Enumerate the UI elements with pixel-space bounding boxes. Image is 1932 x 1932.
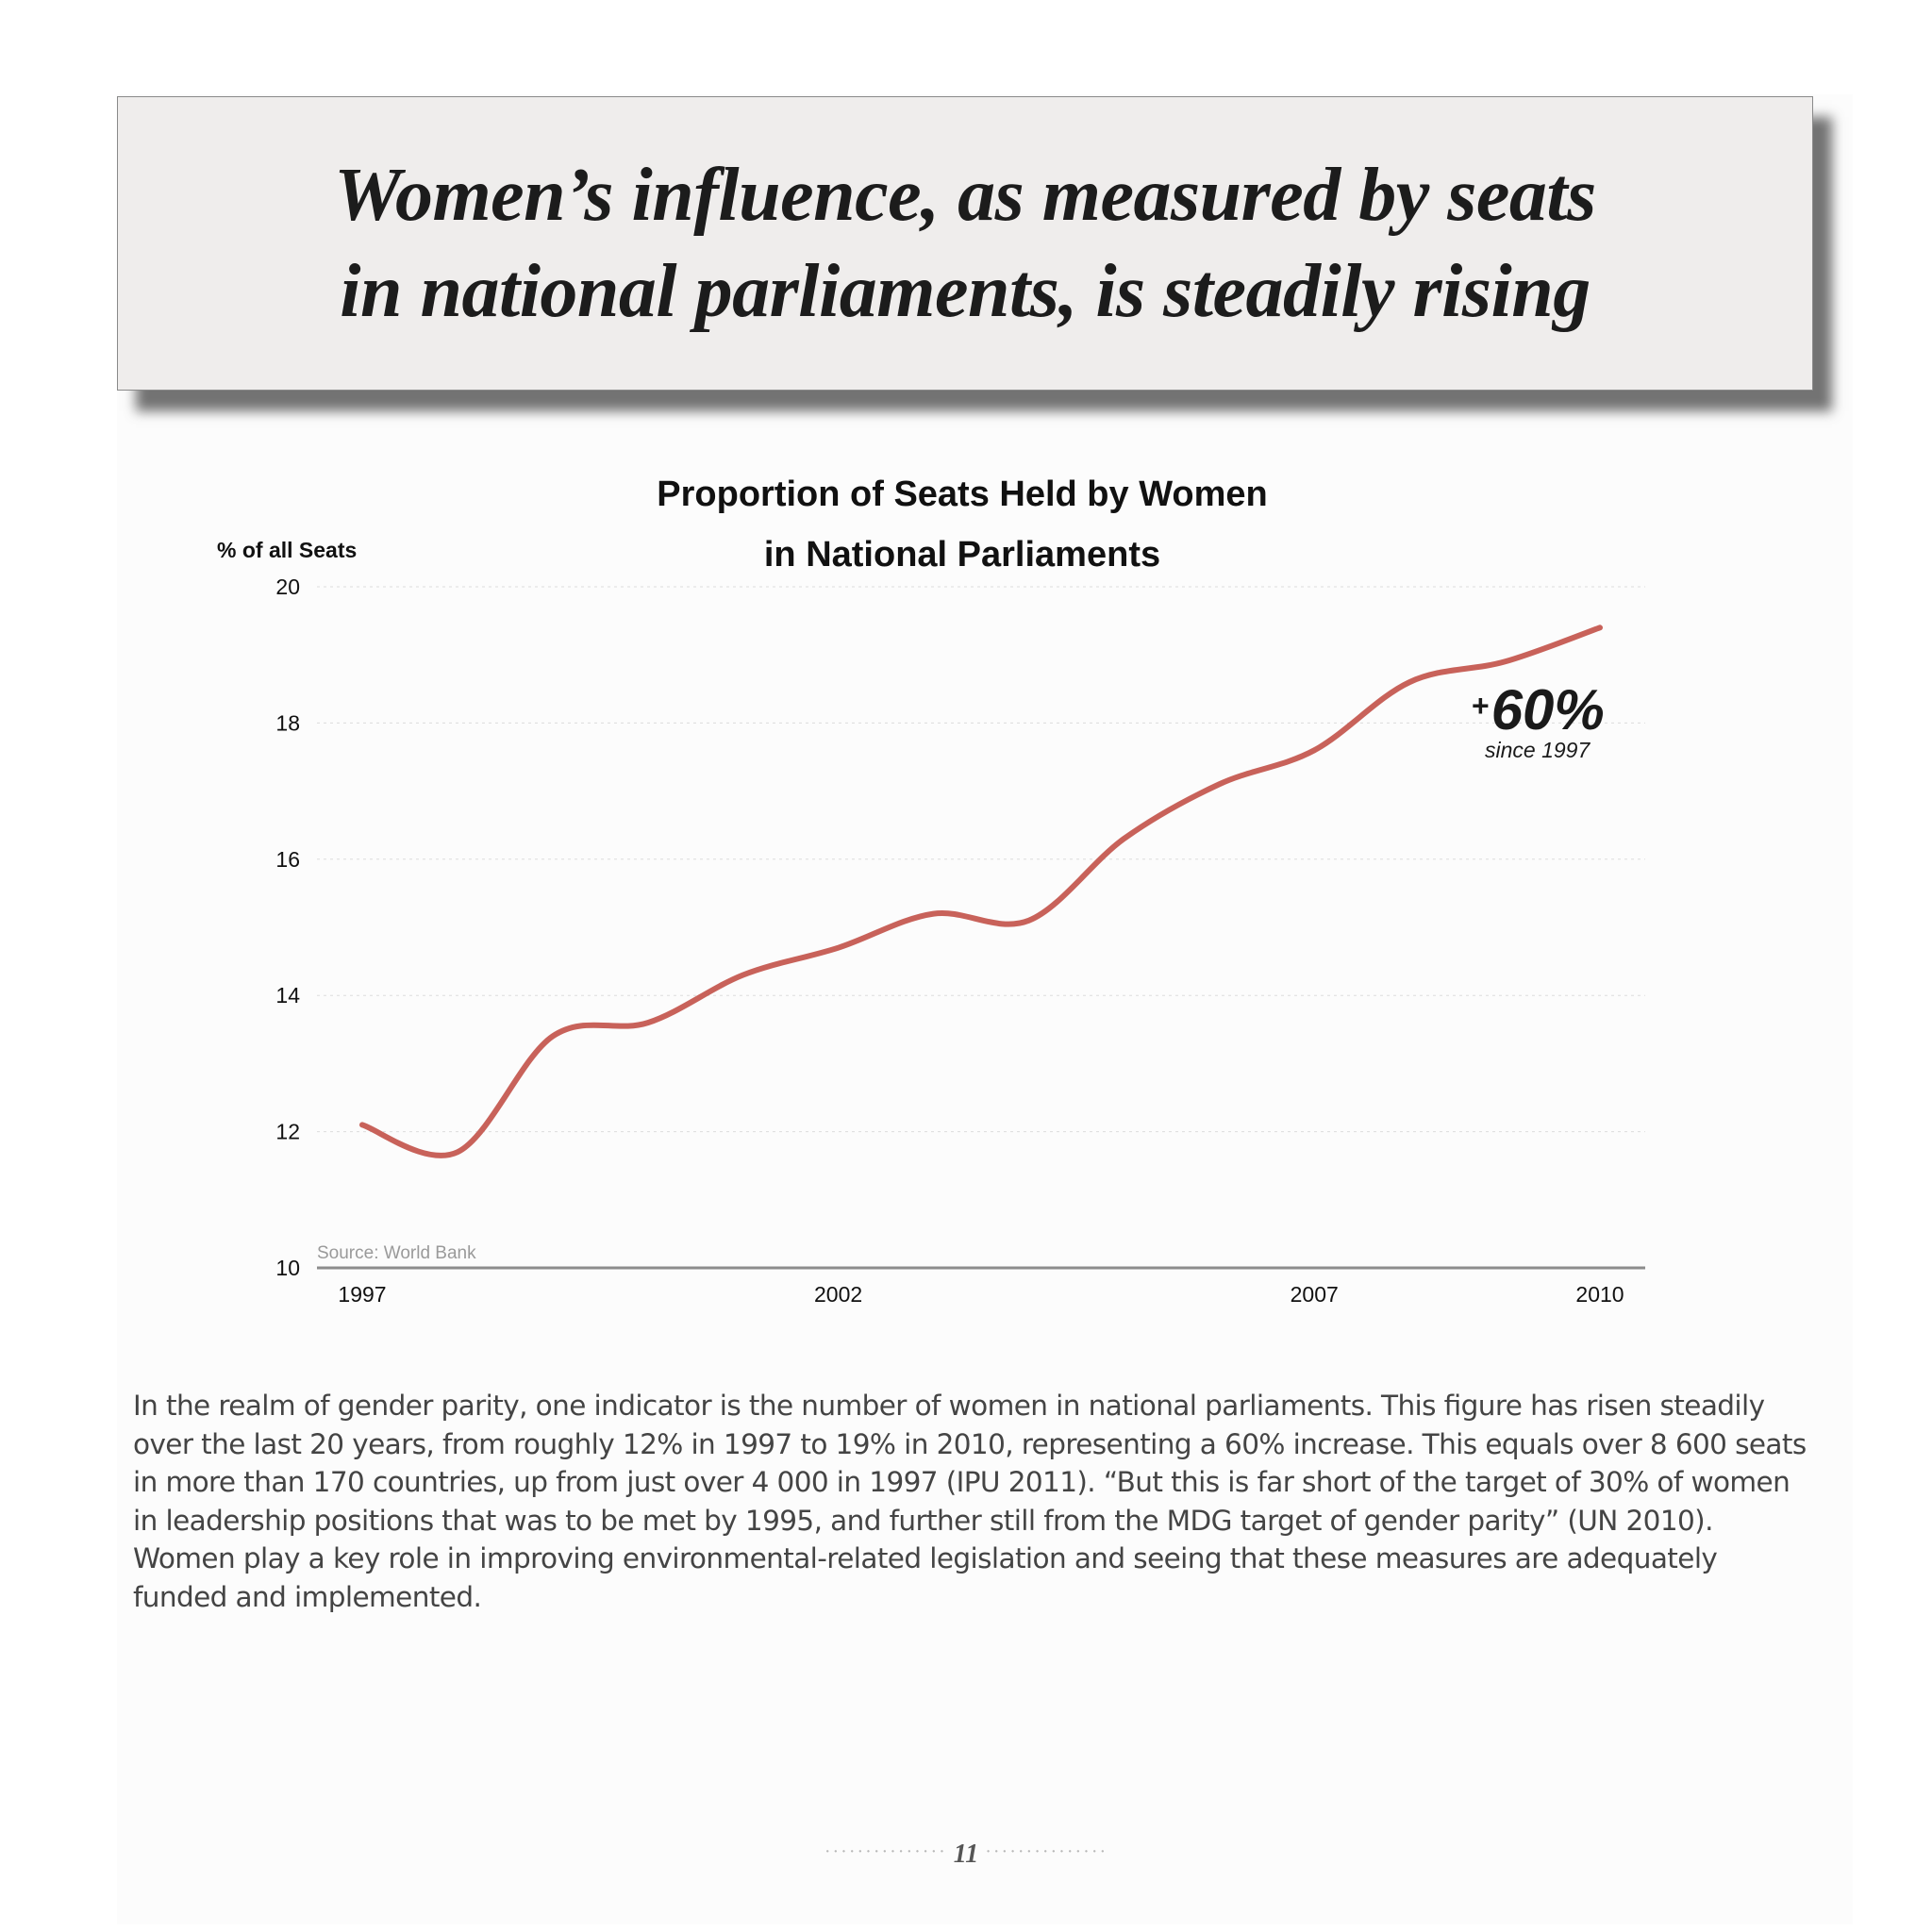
x-tick-labels: 1997 2002 2007 2010: [338, 1282, 1624, 1307]
chart-title-line1: Proportion of Seats Held by Women: [657, 475, 1268, 514]
page-number-dots-left: ···············: [824, 1841, 947, 1862]
increase-value: 60%: [1491, 678, 1605, 741]
grid-lines: [317, 586, 1645, 1133]
chart-title: Proportion of Seats Held by Women in Nat…: [585, 464, 1340, 585]
chart-plot: 10 12 14 16 18 20 1997 2002 2007 2010: [275, 575, 1645, 1307]
y-tick-label: 10: [275, 1256, 300, 1280]
y-tick-label: 18: [275, 710, 300, 735]
increase-annotation: +60%: [1472, 678, 1605, 741]
x-tick-label: 2002: [814, 1282, 862, 1307]
headline: Women’s influence, as measured by seats …: [334, 154, 1596, 333]
body-paragraph: In the realm of gender parity, one indic…: [133, 1390, 1807, 1613]
x-tick-label: 2010: [1575, 1282, 1624, 1307]
y-tick-label: 12: [275, 1120, 300, 1144]
page-number: ··············· 11 ···············: [0, 1840, 1932, 1870]
y-tick-labels: 10 12 14 16 18 20: [275, 575, 300, 1280]
chart: Proportion of Seats Held by Women in Nat…: [217, 464, 1645, 1307]
y-axis-label: % of all Seats: [217, 538, 358, 562]
y-tick-label: 20: [275, 575, 300, 599]
source-note: Source: World Bank: [317, 1243, 476, 1263]
increase-annotation-sub: since 1997: [1485, 738, 1591, 762]
page-number-value: 11: [953, 1840, 979, 1869]
headline-box: Women’s influence, as measured by seats …: [117, 96, 1813, 391]
y-tick-label: 16: [275, 847, 300, 872]
y-tick-label: 14: [275, 983, 300, 1008]
chart-title-line2: in National Parliaments: [763, 535, 1161, 575]
x-tick-label: 1997: [338, 1282, 386, 1307]
series-line: [359, 625, 1603, 1158]
page-number-dots-right: ···············: [985, 1841, 1108, 1862]
page-background: [117, 94, 1853, 1924]
x-tick-label: 2007: [1291, 1282, 1339, 1307]
